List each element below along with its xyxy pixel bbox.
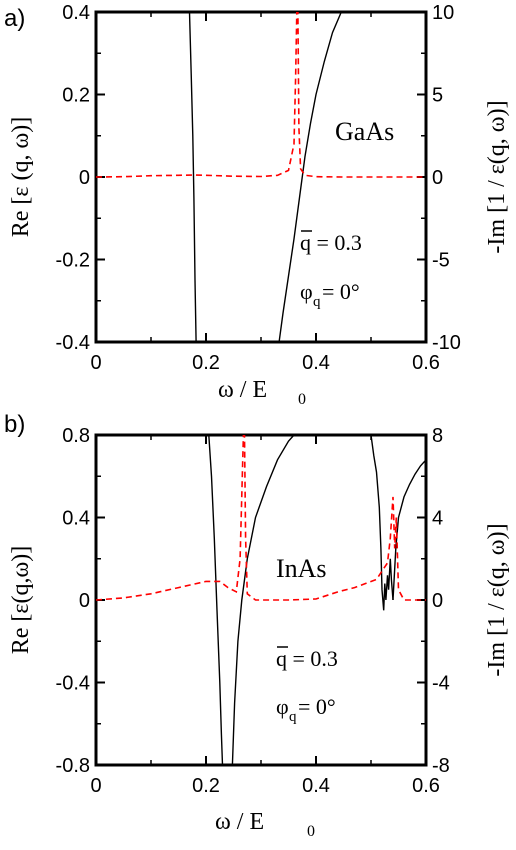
panel-b-xlabel-sub: 0 <box>307 823 315 840</box>
panel-b-y-right-tick-label: -8 <box>432 755 450 777</box>
panel-a-phi-annotation: φ q = 0° <box>300 279 360 310</box>
panel-a-y-right-tick-label: 10 <box>432 2 454 24</box>
panel-b-y-right-tick-label: 4 <box>432 508 443 530</box>
panel-b-y-left-tick-label: 0 <box>79 590 90 612</box>
panel-b-x-tick-label: 0.4 <box>302 775 330 797</box>
panel-a-y-right-tick-label: 0 <box>432 167 443 189</box>
panel-b-phi-value: = 0° <box>298 694 336 719</box>
panel-a-xlabel: ω / E 0 <box>218 377 306 408</box>
panel-a-series-2-loss-function-line <box>96 12 426 178</box>
panel-a-y-left-tick-label: -0.4 <box>56 332 90 354</box>
panel-b-series-2-dielectric-line <box>370 435 394 611</box>
panel-b-marks <box>96 435 426 765</box>
panel-b-series-1-dielectric-line <box>231 435 295 765</box>
panel-a-x-tick-label: 0 <box>90 352 101 374</box>
panel-b-ylabel-left: Re [ε(q,ω)] <box>8 546 34 655</box>
panel-a-y-right-tick-label: -5 <box>432 250 450 272</box>
panel-a-y-left-tick-label: -0.2 <box>56 250 90 272</box>
panel-b-q-annotation: q = 0.3 <box>276 646 338 671</box>
panel-a-y-right-tick-label: -10 <box>432 332 461 354</box>
panel-b-y-right-tick-label: -4 <box>432 673 450 695</box>
panel-a: a) 0 0.2 0.4 0.6 -0.4 -0.2 0 0.2 0.4 -10 -5 0 5 10 Ga… <box>4 2 510 408</box>
panel-a-y-left-tick-label: 0.4 <box>62 2 90 24</box>
panel-b-y-right-tick-label: 8 <box>432 425 443 447</box>
panel-a-x-tick-label: 0.2 <box>192 352 220 374</box>
panel-b-phi-annotation: φ q = 0° <box>276 694 336 725</box>
panel-b-y-right-tick-label: 0 <box>432 590 443 612</box>
panel-a-x-tick-label: 0.6 <box>412 352 440 374</box>
panel-b-material-label: InAs <box>276 554 327 583</box>
panel-a-q-annotation: q = 0.3 <box>300 230 362 255</box>
panel-b: b) 0 0.2 0.4 0.6 -0.8 -0.4 0 0.4 0.8 -8 -4 0 4 8 InAs… <box>4 411 510 840</box>
panel-b-x-tick-label: 0.2 <box>192 775 220 797</box>
panel-b-phi-symbol: φ <box>276 694 289 719</box>
panel-b-y-left-tick-label: 0.4 <box>62 508 90 530</box>
panel-b-series-4-loss-function-line <box>96 435 426 601</box>
panel-a-series-0-dielectric-line <box>188 12 197 342</box>
panel-b-series-0-dielectric-line <box>208 435 224 765</box>
panel-a-ylabel-right: -Im [1 / ε(q, ω)] <box>484 100 510 253</box>
panel-b-xlabel-text: ω / E <box>215 809 264 835</box>
panel-a-label: a) <box>4 5 25 32</box>
panel-a-y-left-tick-label: 0 <box>79 167 90 189</box>
panel-a-ylabel-left: Re [ε (q, ω)] <box>8 117 34 238</box>
panel-a-phi-symbol: φ <box>300 279 313 304</box>
panel-a-series-1-dielectric-line <box>278 12 342 342</box>
panel-a-x-tick-label: 0.4 <box>302 352 330 374</box>
panel-a-y-left-tick-label: 0.2 <box>62 85 90 107</box>
panel-a-marks <box>96 12 426 342</box>
panel-a-y-right-tick-label: 5 <box>432 85 443 107</box>
panel-a-xlabel-text: ω / E <box>218 377 267 403</box>
panel-b-xlabel: ω / E 0 <box>215 809 315 840</box>
panel-b-x-tick-label: 0 <box>90 775 101 797</box>
panel-b-y-left-tick-label: -0.4 <box>56 673 90 695</box>
panel-b-frame <box>94 433 428 767</box>
panel-a-phi-value: = 0° <box>322 279 360 304</box>
panel-a-ticks: 0 0.2 0.4 0.6 -0.4 -0.2 0 0.2 0.4 -10 -5 0 5 10 <box>56 2 461 374</box>
panel-b-y-left-tick-label: -0.8 <box>56 755 90 777</box>
panel-b-label: b) <box>4 411 25 438</box>
panel-b-series-3-dielectric-line <box>392 459 426 601</box>
panel-b-phi-sub: q <box>289 709 297 725</box>
panel-a-phi-sub: q <box>313 294 321 310</box>
panel-a-xlabel-sub: 0 <box>298 391 306 408</box>
panel-b-ylabel-right: -Im [1 / ε(q, ω)] <box>484 523 510 676</box>
panel-a-material-label: GaAs <box>335 117 394 146</box>
panel-b-y-left-tick-label: 0.8 <box>62 425 90 447</box>
panel-b-ticks: 0 0.2 0.4 0.6 -0.8 -0.4 0 0.4 0.8 -8 -4 0 4 8 <box>56 425 450 797</box>
panel-b-x-tick-label: 0.6 <box>412 775 440 797</box>
